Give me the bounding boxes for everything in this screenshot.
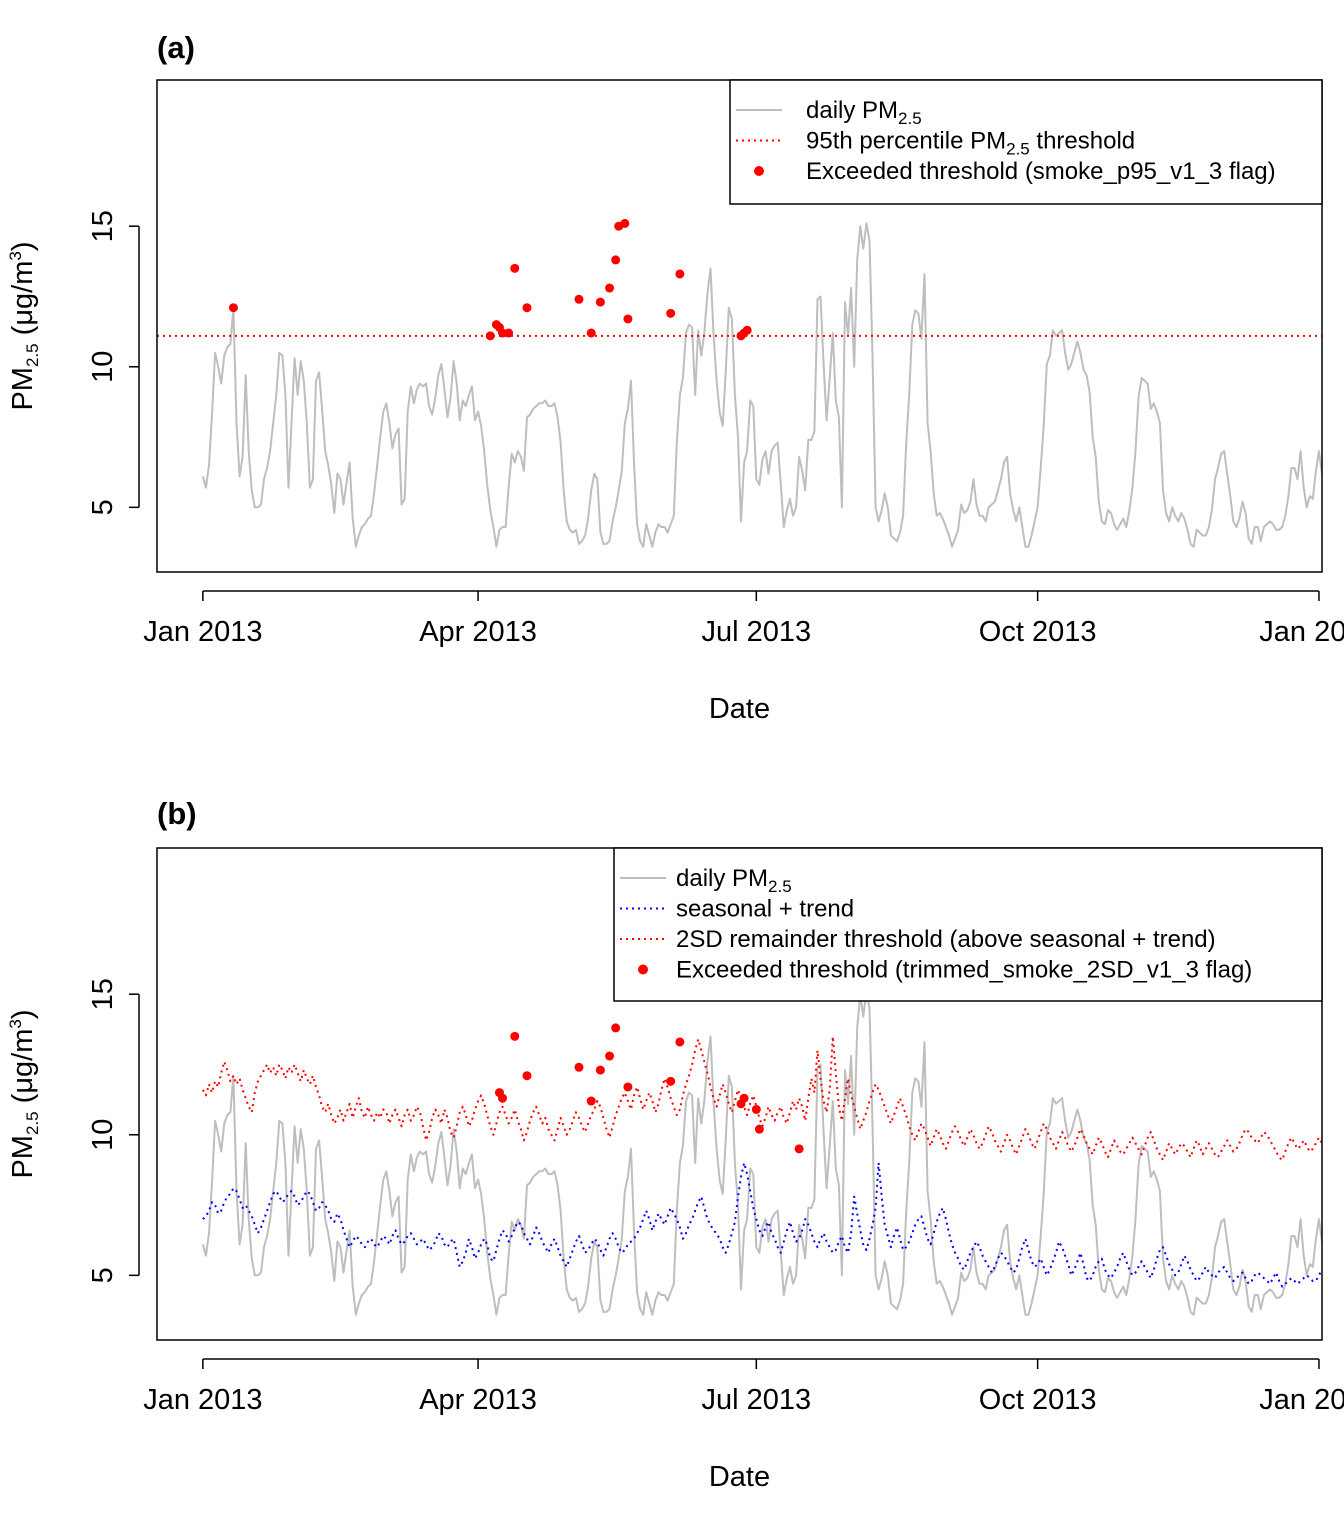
x-tick-label: Apr 2013 [419,1384,537,1416]
panel-a: (a) Jan 2013 Apr 2013 Jul 2013 Oct 2013 Jan 2… [6,30,1344,725]
flag-point [595,1065,605,1075]
flag-point [611,1023,621,1033]
y-tick-label: 15 [87,210,119,242]
legend-label-text: 95th percentile PM [806,128,1006,155]
flag-point [586,328,596,338]
legend-label: seasonal + trend [676,896,854,923]
y-axis-title-sub: 2.5 [23,343,42,367]
series-daily-pm25 [201,222,1322,548]
panel-b: (b) Jan 2013 Apr 2013 Jul 2013 Oct 2013 Jan 2… [6,796,1344,1493]
flag-point [595,297,605,307]
series-seasonal-trend [202,1161,1322,1288]
series-daily-pm25 [201,990,1322,1316]
panel-label: (a) [157,30,195,65]
legend-box [613,847,1323,1002]
legend-label-text: 2SD remainder threshold (above seasonal … [676,926,1216,953]
y-tick-label: 5 [87,1267,119,1283]
y-tick-label: 10 [87,351,119,383]
legend-label-sub: 2.5 [1006,140,1030,159]
y-tick-label: 15 [87,978,119,1010]
y-axis-title-sup: 3 [6,1019,25,1028]
flag-point [751,1104,761,1114]
legend-swatch-point [638,964,648,975]
legend-label: 95th percentile PM2.5 threshold [806,128,1135,159]
x-tick-label: Jan 2014 [1259,616,1344,648]
flag-point [623,314,633,324]
x-tick-label: Oct 2013 [979,616,1097,648]
x-tick-label: Jan 2013 [143,616,262,648]
legend-label-sub: 2.5 [768,877,792,896]
flag-point [742,325,752,335]
legend-label: daily PM2.5 [676,865,792,896]
flag-point [522,1071,532,1081]
legend-swatch-point [754,166,764,176]
x-axis-title: Date [709,1461,770,1493]
y-axis-title-base: PM [7,367,39,411]
legend-label: Exceeded threshold (trimmed_smoke_2SD_v1… [676,957,1252,984]
x-tick-label: Jan 2013 [143,1384,262,1416]
legend-label-tail: threshold [1030,128,1135,155]
flag-point [605,1051,615,1061]
flag-point [675,1037,685,1047]
flag-point [666,1076,676,1086]
flag-point [586,1096,596,1106]
flag-point [228,303,238,313]
series-2sd-threshold [202,1035,1322,1162]
legend-box [729,79,1323,205]
legend-label-text: daily PM [806,97,898,124]
flag-point [666,308,676,318]
y-axis-title-mid: (μg/m [7,261,39,344]
x-axis-title: Date [709,693,770,725]
panel-label: (b) [157,796,197,831]
flag-point [504,328,514,338]
y-axis-title-end: ) [7,1009,39,1019]
x-tick-label: Jul 2013 [701,1384,811,1416]
flag-point [754,1124,764,1134]
flag-point [574,1062,584,1072]
y-axis-title-mid: (μg/m [7,1029,39,1112]
x-tick-label: Jan 2014 [1259,1384,1344,1416]
legend-label-text: Exceeded threshold (smoke_p95_v1_3 flag) [806,158,1276,185]
legend-label-text: Exceeded threshold (trimmed_smoke_2SD_v1… [676,957,1252,984]
flag-point [611,255,621,265]
flag-point [605,283,615,293]
flag-point [675,269,685,279]
flag-point [620,218,630,228]
y-axis-title: PM2.5 (μg/m3) [6,241,42,410]
legend-label-text: seasonal + trend [676,896,854,923]
legend-label: 2SD remainder threshold (above seasonal … [676,926,1216,953]
legend-label-sub: 2.5 [898,109,922,128]
flag-point [739,1093,749,1103]
x-tick-label: Oct 2013 [979,1384,1097,1416]
legend-label: Exceeded threshold (smoke_p95_v1_3 flag) [806,158,1276,185]
flag-point [485,331,495,341]
plot-data [157,218,1322,548]
y-tick-label: 10 [87,1119,119,1151]
flag-point [498,1093,508,1103]
y-axis-title-sub: 2.5 [23,1111,42,1135]
y-axis-title: PM2.5 (μg/m3) [6,1009,42,1178]
x-tick-label: Apr 2013 [419,616,537,648]
legend-label: daily PM2.5 [806,97,922,128]
y-axis-title-sup: 3 [6,251,25,260]
y-tick-label: 5 [87,499,119,515]
flag-point [794,1144,804,1154]
y-axis-title-end: ) [7,241,39,251]
flag-point [574,294,584,304]
flag-point [510,263,520,273]
plot-data [201,986,1322,1316]
flag-point [623,1082,633,1092]
x-tick-label: Jul 2013 [701,616,811,648]
y-axis-title-base: PM [7,1135,39,1179]
legend-label-text: daily PM [676,865,768,892]
flag-point [522,303,532,313]
flag-point [510,1031,520,1041]
